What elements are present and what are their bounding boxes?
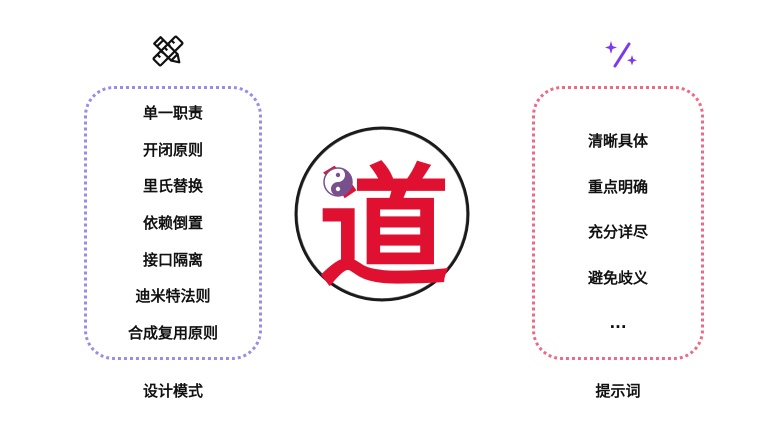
list-item: 合成复用原则 [127, 323, 218, 342]
list-item: 单一职责 [142, 104, 203, 122]
magic-sparkle-icon [605, 41, 637, 68]
list-item: 依赖倒置 [142, 213, 203, 232]
dao-emblem: 道 [294, 126, 470, 304]
design-patterns-caption: 设计模式 [142, 382, 203, 400]
list-item: 重点明确 [587, 177, 648, 196]
list-item: ... [609, 314, 627, 332]
prompt-caption: 提示词 [595, 382, 641, 400]
list-item: 里氏替换 [142, 177, 203, 196]
yin-yang-icon [323, 167, 353, 197]
list-item: 接口隔离 [142, 250, 203, 269]
prompt-principles-list: 清晰具体 重点明确 充分详尽 避免歧义 ... [532, 132, 704, 332]
list-item: 开闭原则 [142, 140, 203, 159]
list-item: 避免歧义 [587, 268, 648, 287]
pencil-ruler-icon [152, 35, 184, 67]
design-principles-panel [84, 86, 262, 360]
design-principles-list: 单一职责 开闭原则 里氏替换 依赖倒置 接口隔离 迪米特法则 合成复用原则 [84, 104, 262, 342]
list-item: 充分详尽 [587, 223, 648, 241]
prompt-principles-panel [532, 86, 704, 360]
list-item: 迪米特法则 [135, 287, 211, 306]
list-item: 清晰具体 [587, 132, 648, 150]
